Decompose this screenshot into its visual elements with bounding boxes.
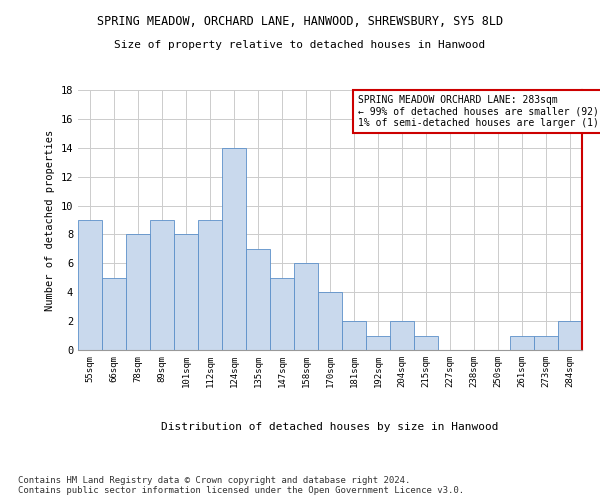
- Bar: [150, 220, 174, 350]
- Bar: [510, 336, 534, 350]
- Bar: [126, 234, 150, 350]
- Bar: [558, 321, 582, 350]
- Bar: [174, 234, 198, 350]
- Bar: [78, 220, 102, 350]
- Bar: [102, 278, 126, 350]
- Bar: [366, 336, 390, 350]
- Y-axis label: Number of detached properties: Number of detached properties: [45, 130, 55, 310]
- Bar: [198, 220, 222, 350]
- Bar: [294, 264, 318, 350]
- Text: SPRING MEADOW ORCHARD LANE: 283sqm
← 99% of detached houses are smaller (92)
1% : SPRING MEADOW ORCHARD LANE: 283sqm ← 99%…: [358, 95, 600, 128]
- Text: SPRING MEADOW, ORCHARD LANE, HANWOOD, SHREWSBURY, SY5 8LD: SPRING MEADOW, ORCHARD LANE, HANWOOD, SH…: [97, 15, 503, 28]
- Text: Distribution of detached houses by size in Hanwood: Distribution of detached houses by size …: [161, 422, 499, 432]
- Text: Size of property relative to detached houses in Hanwood: Size of property relative to detached ho…: [115, 40, 485, 50]
- Text: Contains HM Land Registry data © Crown copyright and database right 2024.
Contai: Contains HM Land Registry data © Crown c…: [18, 476, 464, 495]
- Bar: [414, 336, 438, 350]
- Bar: [270, 278, 294, 350]
- Bar: [246, 249, 270, 350]
- Bar: [318, 292, 342, 350]
- Bar: [222, 148, 246, 350]
- Bar: [342, 321, 366, 350]
- Bar: [534, 336, 558, 350]
- Bar: [390, 321, 414, 350]
